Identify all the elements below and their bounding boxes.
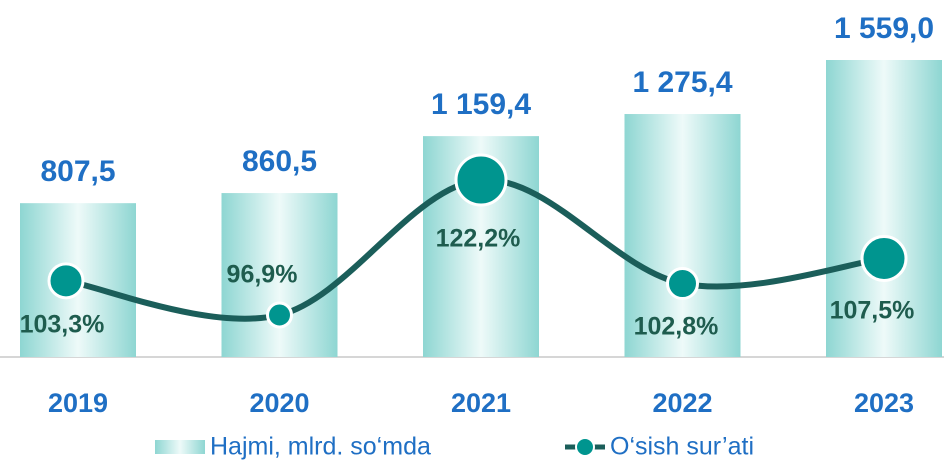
growth-marker [860,234,908,282]
growth-value-label: 103,3% [20,311,105,339]
growth-marker [454,153,508,207]
growth-value-label: 122,2% [436,225,521,253]
bar-value-label: 1 275,4 [632,66,732,99]
x-tick-label: 2022 [652,388,712,418]
growth-marker [266,301,293,329]
legend-label: O‘sish sur’ati [610,433,754,461]
bar [624,114,741,357]
growth-value-label: 102,8% [634,313,719,341]
bar-value-label: 860,5 [242,145,317,178]
bar-value-label: 1 159,4 [431,88,531,121]
x-tick-label: 2019 [48,388,108,418]
x-tick-label: 2020 [249,388,309,418]
x-tick-label: 2021 [451,388,511,418]
growth-value-label: 96,9% [227,261,298,289]
bar [826,60,942,357]
x-tick-label: 2023 [854,388,914,418]
legend-bar-icon [155,440,205,454]
bar [221,193,338,357]
bar-value-label: 807,5 [40,155,115,188]
growth-marker [47,262,85,300]
growth-value-label: 107,5% [830,297,915,325]
legend-label: Hajmi, mlrd. so‘mda [210,433,431,461]
legend-marker-icon [575,437,595,457]
bar-value-label: 1 559,0 [834,12,934,45]
growth-marker [666,267,699,301]
